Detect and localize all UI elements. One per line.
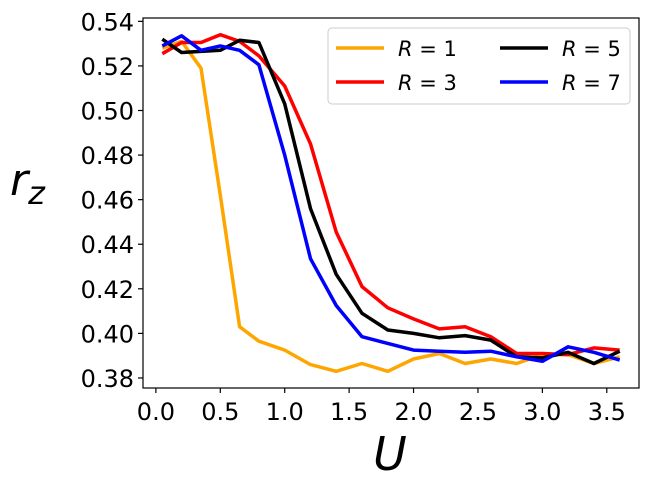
x-tick-label: 1.5 [330,398,368,426]
x-tick-label: 3.0 [523,398,561,426]
legend-entry: R = 3 [336,71,457,95]
x-axis-label: U [373,427,407,481]
y-tick-label: 0.44 [81,231,134,259]
series-layer [161,32,621,374]
legend: R = 1 R = 3 R = 5 R = 7 [327,27,631,105]
series-line-r7 [161,34,621,364]
legend-box [327,27,631,105]
legend-entry: R = 5 [500,37,621,61]
legend-label: R = 7 [562,71,621,95]
legend-label: R = 5 [562,37,621,61]
x-tick-label: 3.5 [588,398,626,426]
y-axis-label: rz [10,155,46,212]
series-line-r5 [161,37,621,366]
legend-label: R = 1 [398,37,457,61]
y-tick-label: 0.38 [81,365,134,393]
legend-label: R = 3 [398,71,457,95]
y-tick-label: 0.48 [81,142,134,170]
x-tick-label: 2.0 [394,398,432,426]
y-tick-label: 0.54 [81,8,134,36]
x-tick-label: 2.5 [459,398,497,426]
y-tick-label: 0.40 [81,320,134,348]
x-tick-label: 0.0 [137,398,175,426]
axes: 0.0 0.5 1.0 1.5 2.0 2.5 3.0 3.5 0.38 0.40 0.42 0.44… [10,8,640,481]
x-tick-label: 1.0 [266,398,304,426]
y-tick-label: 0.52 [81,53,134,81]
y-tick-label: 0.46 [81,187,134,215]
y-tick-label: 0.42 [81,276,134,304]
axes-frame [142,17,640,389]
legend-entry: R = 7 [500,71,621,95]
series-line-r3 [161,32,620,357]
x-tick-label: 0.5 [201,398,239,426]
legend-entry: R = 1 [336,37,457,61]
y-tick-label: 0.50 [81,98,134,126]
